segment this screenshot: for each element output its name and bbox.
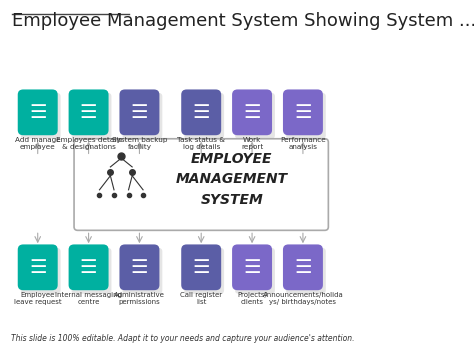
Text: EMPLOYEE
MANAGEMENT
SYSTEM: EMPLOYEE MANAGEMENT SYSTEM (176, 152, 288, 207)
FancyBboxPatch shape (184, 248, 224, 294)
FancyBboxPatch shape (119, 89, 159, 135)
Text: Employee
leave request: Employee leave request (14, 292, 62, 305)
Text: Employees details
& designations: Employees details & designations (55, 137, 122, 151)
FancyBboxPatch shape (232, 89, 272, 135)
Text: Employee Management System Showing System ...: Employee Management System Showing Syste… (12, 12, 474, 30)
Text: Administrative
permissions: Administrative permissions (114, 292, 165, 305)
FancyBboxPatch shape (283, 89, 323, 135)
Text: ☰: ☰ (192, 258, 210, 277)
Text: Work
report: Work report (241, 137, 263, 151)
FancyBboxPatch shape (181, 245, 221, 290)
FancyBboxPatch shape (122, 93, 162, 139)
FancyBboxPatch shape (18, 245, 58, 290)
FancyBboxPatch shape (72, 248, 111, 294)
Text: ☰: ☰ (131, 258, 148, 277)
Text: ☰: ☰ (294, 103, 312, 122)
FancyBboxPatch shape (18, 89, 58, 135)
Text: ☰: ☰ (294, 258, 312, 277)
Text: ☰: ☰ (80, 258, 97, 277)
Text: Projects/
clients: Projects/ clients (237, 292, 267, 305)
FancyBboxPatch shape (235, 93, 275, 139)
FancyBboxPatch shape (184, 93, 224, 139)
Text: This slide is 100% editable. Adapt it to your needs and capture your audience's : This slide is 100% editable. Adapt it to… (11, 334, 355, 343)
Text: Announcements/holida
ys/ birthdays/notes: Announcements/holida ys/ birthdays/notes (263, 292, 343, 305)
Text: System backup
facility: System backup facility (112, 137, 167, 151)
FancyBboxPatch shape (74, 139, 328, 230)
Text: ☰: ☰ (29, 258, 46, 277)
FancyBboxPatch shape (21, 248, 61, 294)
Text: Add manage
employee: Add manage employee (15, 137, 61, 151)
FancyBboxPatch shape (286, 248, 326, 294)
FancyBboxPatch shape (286, 93, 326, 139)
Text: ☰: ☰ (243, 103, 261, 122)
Text: ☰: ☰ (29, 103, 46, 122)
FancyBboxPatch shape (72, 93, 111, 139)
Text: Performance
analysis: Performance analysis (280, 137, 326, 151)
FancyBboxPatch shape (122, 248, 162, 294)
Text: ☰: ☰ (243, 258, 261, 277)
FancyBboxPatch shape (69, 245, 109, 290)
FancyBboxPatch shape (283, 245, 323, 290)
Text: Call register
list: Call register list (180, 292, 222, 305)
FancyBboxPatch shape (119, 245, 159, 290)
Text: Task status &
log details: Task status & log details (177, 137, 225, 151)
Text: Internal messaging
centre: Internal messaging centre (55, 292, 122, 305)
Text: ☰: ☰ (131, 103, 148, 122)
FancyBboxPatch shape (232, 245, 272, 290)
FancyBboxPatch shape (235, 248, 275, 294)
FancyBboxPatch shape (69, 89, 109, 135)
Text: ☰: ☰ (80, 103, 97, 122)
FancyBboxPatch shape (21, 93, 61, 139)
FancyBboxPatch shape (181, 89, 221, 135)
Text: ☰: ☰ (192, 103, 210, 122)
